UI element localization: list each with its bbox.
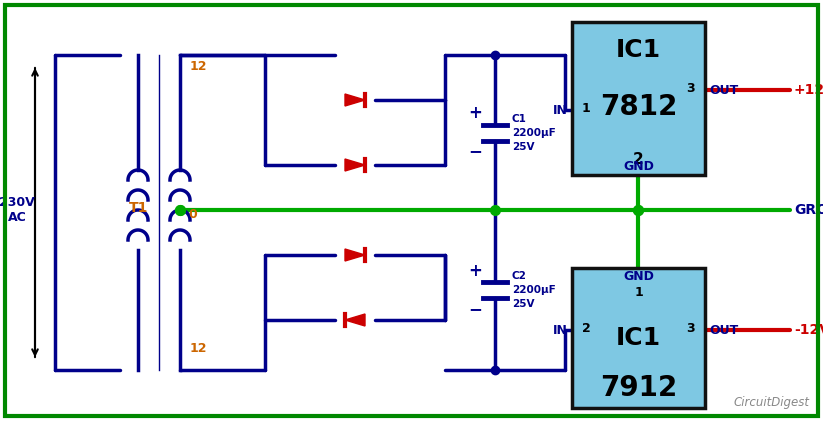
Text: -12V: -12V — [794, 323, 823, 337]
Text: 3: 3 — [686, 322, 695, 336]
Text: 2: 2 — [633, 152, 644, 168]
Text: IN: IN — [553, 323, 568, 336]
Text: 1: 1 — [635, 287, 643, 299]
Text: IN: IN — [553, 104, 568, 117]
Text: 12: 12 — [190, 60, 207, 73]
Text: 2: 2 — [582, 322, 591, 336]
Text: 7812: 7812 — [600, 93, 677, 121]
Text: CircuitDigest: CircuitDigest — [734, 396, 810, 409]
Text: 0: 0 — [188, 208, 197, 221]
Text: OUT: OUT — [709, 323, 738, 336]
Text: IC1: IC1 — [616, 326, 661, 350]
Polygon shape — [345, 94, 365, 106]
Text: −: − — [468, 142, 482, 160]
Text: 230V
AC: 230V AC — [0, 196, 35, 224]
Text: IC1: IC1 — [616, 38, 661, 62]
Text: +12V: +12V — [794, 83, 823, 97]
Text: 3: 3 — [686, 83, 695, 96]
Bar — [572, 268, 705, 408]
Text: GND: GND — [623, 270, 654, 283]
Text: −: − — [468, 300, 482, 318]
Text: C2
2200μF
25V: C2 2200μF 25V — [512, 271, 556, 309]
Text: T1: T1 — [129, 201, 149, 215]
Text: 12: 12 — [190, 342, 207, 355]
Polygon shape — [345, 159, 365, 171]
Text: GROUND: GROUND — [794, 203, 823, 217]
Polygon shape — [345, 314, 365, 326]
Text: +: + — [468, 104, 482, 123]
Text: 7912: 7912 — [600, 374, 677, 402]
Text: GND: GND — [623, 160, 654, 173]
Text: C1
2200μF
25V: C1 2200μF 25V — [512, 114, 556, 152]
Text: 1: 1 — [582, 102, 591, 115]
Bar — [572, 22, 705, 175]
Text: +: + — [468, 262, 482, 280]
Polygon shape — [345, 249, 365, 261]
Text: OUT: OUT — [709, 83, 738, 96]
